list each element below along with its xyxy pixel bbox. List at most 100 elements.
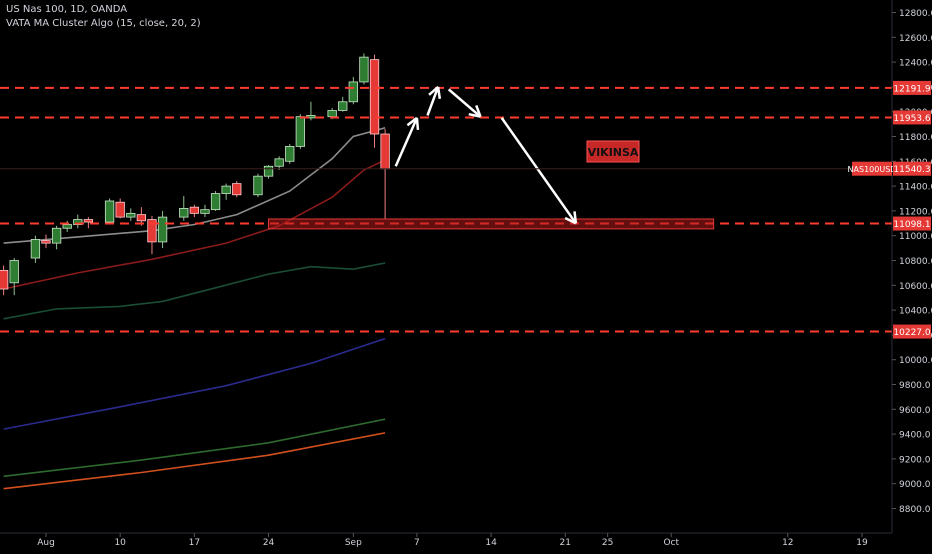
level-price-text: 11953.6 <box>893 114 930 124</box>
x-tick-label: 7 <box>414 538 420 548</box>
y-tick-label: 12400.0 <box>899 59 932 69</box>
candle-body <box>62 224 72 229</box>
arrow-head <box>436 86 442 99</box>
level-price-tag <box>893 216 931 231</box>
projection-arrow-3 <box>447 88 482 118</box>
candle-14 <box>157 210 168 249</box>
candle-body <box>221 185 231 194</box>
candle-body <box>359 56 369 83</box>
candle-19 <box>221 183 231 200</box>
candle-body <box>285 146 295 162</box>
projection-arrows <box>394 85 578 225</box>
arrow-shaft <box>500 117 577 225</box>
x-tick-label: 25 <box>602 538 613 548</box>
candle-29 <box>348 76 358 105</box>
candle-9 <box>104 198 115 225</box>
x-tick-label: 14 <box>485 538 497 548</box>
candle-body <box>295 116 305 147</box>
candle-10 <box>115 198 125 219</box>
x-tick-label: 24 <box>263 538 275 548</box>
moving-averages <box>3 127 386 490</box>
candle-24 <box>285 143 295 164</box>
watermark-layer: VIKINSA <box>586 140 640 163</box>
watermark-badge <box>586 140 640 163</box>
current-price-text: 11540.3 <box>893 165 930 175</box>
moving-average-line-5 <box>3 418 386 478</box>
arrow-shaft <box>426 86 440 116</box>
x-tick-label: Aug <box>37 538 55 548</box>
candle-body <box>104 200 115 223</box>
y-tick-label: 11200.0 <box>899 207 932 217</box>
y-tick-label: 10400.0 <box>899 307 932 317</box>
candle-16 <box>189 204 200 218</box>
candle-body <box>30 239 41 259</box>
candle-28 <box>338 96 348 112</box>
level-price-text: 11098.1 <box>893 220 930 230</box>
candle-11 <box>126 208 136 221</box>
candle-20 <box>232 181 242 198</box>
level-price-text: 12191.9 <box>893 84 930 94</box>
arrow-shaft <box>447 88 482 118</box>
candle-4 <box>41 234 51 249</box>
support-zone-rect <box>268 218 715 230</box>
y-tick-label: 11000.0 <box>899 232 932 242</box>
candle-body <box>200 209 210 214</box>
support-zone <box>268 218 715 230</box>
candles <box>0 53 390 296</box>
current-symbol-text: NAS100USD <box>848 165 897 174</box>
candle-13 <box>147 215 157 255</box>
candle-3 <box>30 235 41 263</box>
y-tick-label: 8800.0 <box>899 505 931 515</box>
candle-2 <box>9 258 19 296</box>
arrow-head <box>475 104 482 118</box>
candle-body <box>189 206 200 214</box>
candle-23 <box>274 156 284 170</box>
indicator-title[interactable]: VATA MA Cluster Algo (15, close, 20, 2) <box>6 18 201 29</box>
arrow-shaft <box>394 117 419 167</box>
arrow-head <box>415 117 420 130</box>
projection-arrow-2 <box>426 85 442 116</box>
candle-15 <box>179 196 189 221</box>
candle-body <box>348 81 358 103</box>
candle-1 <box>0 265 9 296</box>
candle-body <box>263 165 274 177</box>
candle-body <box>115 201 125 218</box>
candle-body <box>51 227 62 244</box>
y-tick-label: 12600.0 <box>899 34 932 44</box>
candle-body <box>136 214 147 222</box>
arrow-head <box>428 85 439 96</box>
arrow-head <box>406 116 418 127</box>
candle-body <box>380 133 390 170</box>
y-tick-label: 9800.0 <box>899 381 931 391</box>
symbol-title[interactable]: US Nas 100, 1D, OANDA <box>6 4 128 15</box>
x-tick-label: 10 <box>114 538 126 548</box>
arrow-head <box>564 216 577 225</box>
candle-body <box>327 110 337 118</box>
y-tick-label: 10600.0 <box>899 282 932 292</box>
candle-body <box>157 216 168 243</box>
candle-31 <box>369 54 380 148</box>
candle-body <box>41 240 51 244</box>
level-price-tag <box>893 324 931 339</box>
candle-body <box>0 270 9 290</box>
moving-average-line-4 <box>3 337 386 430</box>
y-tick-label: 11800.0 <box>899 133 932 143</box>
candle-body <box>147 219 157 243</box>
candle-5 <box>51 225 62 250</box>
candle-body <box>9 260 19 284</box>
x-tick-label: Sep <box>345 538 362 548</box>
candle-body <box>253 175 263 196</box>
watermark-text: VIKINSA <box>588 146 639 159</box>
y-tick-label: 11400.0 <box>899 183 932 193</box>
moving-average-line-6 <box>3 432 386 490</box>
current-price-tag <box>893 161 931 176</box>
x-tick-label: 19 <box>856 538 868 548</box>
moving-average-line-2 <box>3 159 386 290</box>
y-tick-label: 10000.0 <box>899 356 932 366</box>
level-price-text: 10227.0 <box>893 328 930 338</box>
candle-7 <box>73 214 83 229</box>
y-tick-label: 9400.0 <box>899 431 931 441</box>
candle-18 <box>210 191 221 211</box>
